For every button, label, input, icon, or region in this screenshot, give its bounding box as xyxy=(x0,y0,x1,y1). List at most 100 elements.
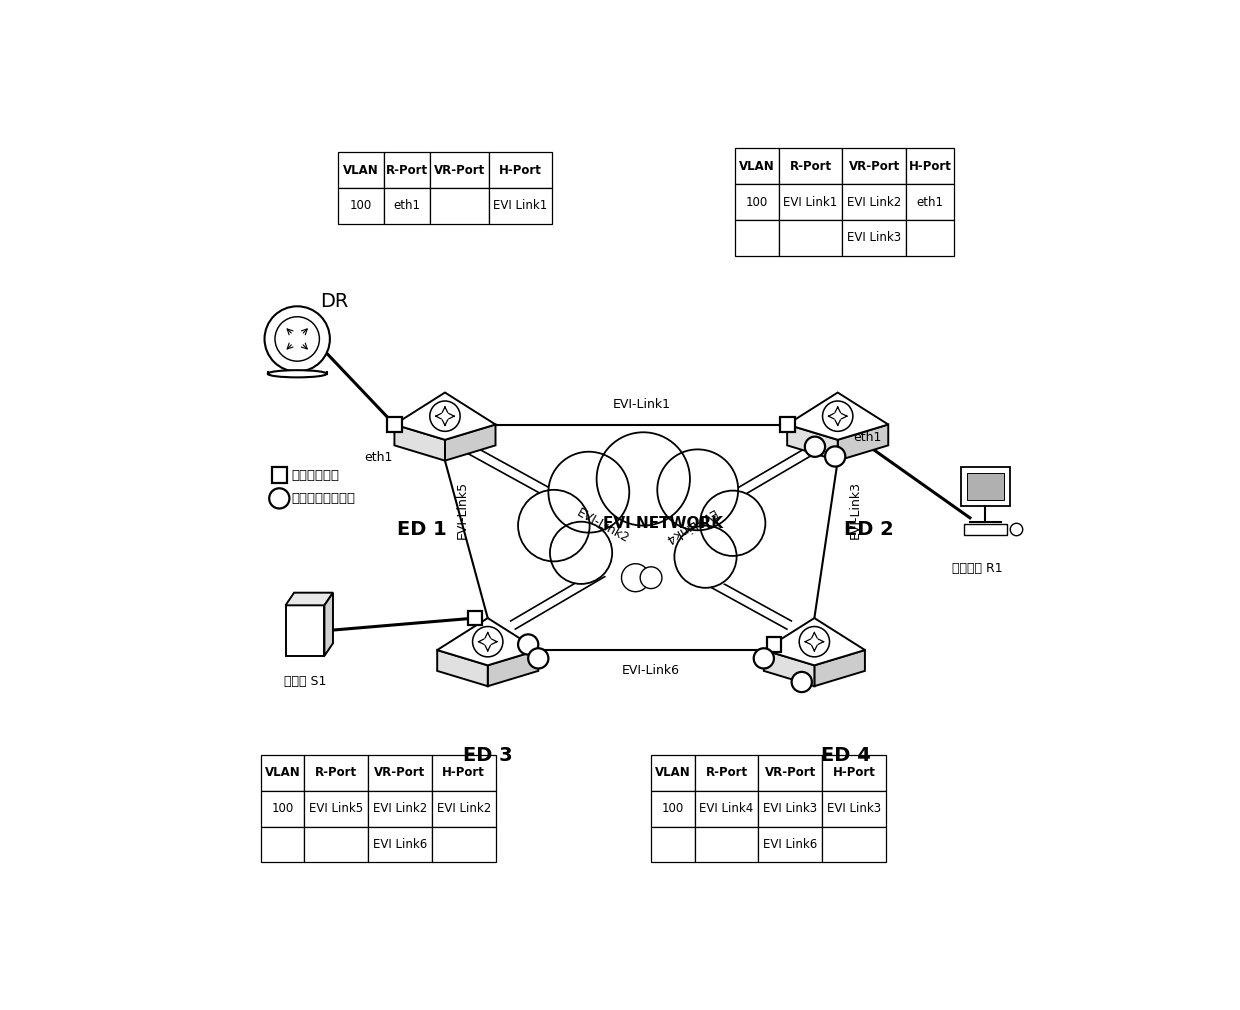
Text: ED 4: ED 4 xyxy=(821,745,870,765)
Text: 100: 100 xyxy=(272,802,294,815)
Text: eth1: eth1 xyxy=(853,430,882,443)
Polygon shape xyxy=(325,593,334,655)
Circle shape xyxy=(275,317,320,362)
Polygon shape xyxy=(815,650,866,686)
Text: 点播成员 R1: 点播成员 R1 xyxy=(952,562,1003,575)
Bar xyxy=(489,153,552,188)
Polygon shape xyxy=(838,424,888,461)
Circle shape xyxy=(677,522,742,587)
Bar xyxy=(339,188,383,224)
Polygon shape xyxy=(438,618,538,666)
Polygon shape xyxy=(787,424,838,461)
Bar xyxy=(694,826,759,863)
Text: EVI-Link6: EVI-Link6 xyxy=(622,664,680,677)
Text: EVI Link3: EVI Link3 xyxy=(827,802,882,815)
Text: ED 2: ED 2 xyxy=(844,520,894,539)
Bar xyxy=(430,188,489,224)
Circle shape xyxy=(657,449,738,530)
Bar xyxy=(304,826,368,863)
Bar xyxy=(383,153,430,188)
Text: R-Port: R-Port xyxy=(706,767,748,780)
Circle shape xyxy=(640,567,662,589)
Text: EVI NETWORK: EVI NETWORK xyxy=(603,516,723,531)
Bar xyxy=(467,611,482,625)
Text: EVI Link2: EVI Link2 xyxy=(436,802,491,815)
Bar xyxy=(260,791,304,826)
Text: VR-Port: VR-Port xyxy=(434,164,485,177)
Bar xyxy=(759,755,822,791)
Text: EVI Link1: EVI Link1 xyxy=(784,196,837,209)
Bar xyxy=(432,755,496,791)
Text: VLAN: VLAN xyxy=(343,164,379,177)
Bar xyxy=(368,791,432,826)
Bar xyxy=(651,791,694,826)
Circle shape xyxy=(518,634,538,654)
Ellipse shape xyxy=(538,481,748,574)
Circle shape xyxy=(596,432,689,525)
Bar xyxy=(304,755,368,791)
Bar xyxy=(735,220,779,256)
Circle shape xyxy=(805,436,825,457)
Circle shape xyxy=(269,488,289,508)
Text: EVI Link2: EVI Link2 xyxy=(373,802,427,815)
Text: EVI-Link5: EVI-Link5 xyxy=(455,481,469,539)
Text: EVI Link3: EVI Link3 xyxy=(847,231,901,244)
Bar xyxy=(651,826,694,863)
Text: EVI-Link4: EVI-Link4 xyxy=(662,505,718,545)
Bar xyxy=(735,148,779,184)
Text: 100: 100 xyxy=(745,196,768,209)
Bar xyxy=(272,468,288,483)
Circle shape xyxy=(754,648,774,669)
Text: ：虚拟路由器端口: ：虚拟路由器端口 xyxy=(291,492,356,505)
Bar xyxy=(432,791,496,826)
Circle shape xyxy=(621,564,650,592)
Polygon shape xyxy=(394,393,496,439)
Text: EVI Link3: EVI Link3 xyxy=(763,802,817,815)
Bar xyxy=(430,153,489,188)
Bar xyxy=(432,826,496,863)
Text: ：路由器端口: ：路由器端口 xyxy=(291,469,340,482)
Bar xyxy=(842,220,906,256)
Bar xyxy=(759,791,822,826)
Polygon shape xyxy=(438,650,487,686)
Text: eth1: eth1 xyxy=(365,450,393,464)
Circle shape xyxy=(548,451,629,532)
Bar xyxy=(822,791,885,826)
Bar xyxy=(387,417,402,432)
Ellipse shape xyxy=(268,371,326,378)
Text: VLAN: VLAN xyxy=(655,767,691,780)
Circle shape xyxy=(593,492,694,593)
Polygon shape xyxy=(764,650,815,686)
Bar xyxy=(694,791,759,826)
Text: 组播源 S1: 组播源 S1 xyxy=(284,675,326,688)
Circle shape xyxy=(264,306,330,372)
Circle shape xyxy=(825,446,846,467)
Bar xyxy=(822,826,885,863)
Bar xyxy=(906,184,955,220)
Text: EVI Link5: EVI Link5 xyxy=(309,802,363,815)
Circle shape xyxy=(544,518,610,583)
Text: VR-Port: VR-Port xyxy=(765,767,816,780)
Text: EVI Link1: EVI Link1 xyxy=(494,199,548,212)
Text: VR-Port: VR-Port xyxy=(374,767,425,780)
Text: R-Port: R-Port xyxy=(790,160,832,173)
Text: VLAN: VLAN xyxy=(739,160,775,173)
Bar xyxy=(842,184,906,220)
Bar xyxy=(368,755,432,791)
Polygon shape xyxy=(764,618,866,666)
Bar xyxy=(339,153,383,188)
Bar xyxy=(779,184,842,220)
Bar xyxy=(822,755,885,791)
Polygon shape xyxy=(394,424,445,461)
Text: EVI Link2: EVI Link2 xyxy=(847,196,901,209)
Bar xyxy=(694,755,759,791)
Text: VLAN: VLAN xyxy=(264,767,300,780)
Text: eth1: eth1 xyxy=(393,199,420,212)
Text: R-Port: R-Port xyxy=(315,767,357,780)
Text: EVI Link6: EVI Link6 xyxy=(373,838,427,851)
Polygon shape xyxy=(285,593,334,605)
Bar xyxy=(735,184,779,220)
Bar xyxy=(759,826,822,863)
Polygon shape xyxy=(445,424,496,461)
Bar xyxy=(780,417,795,432)
